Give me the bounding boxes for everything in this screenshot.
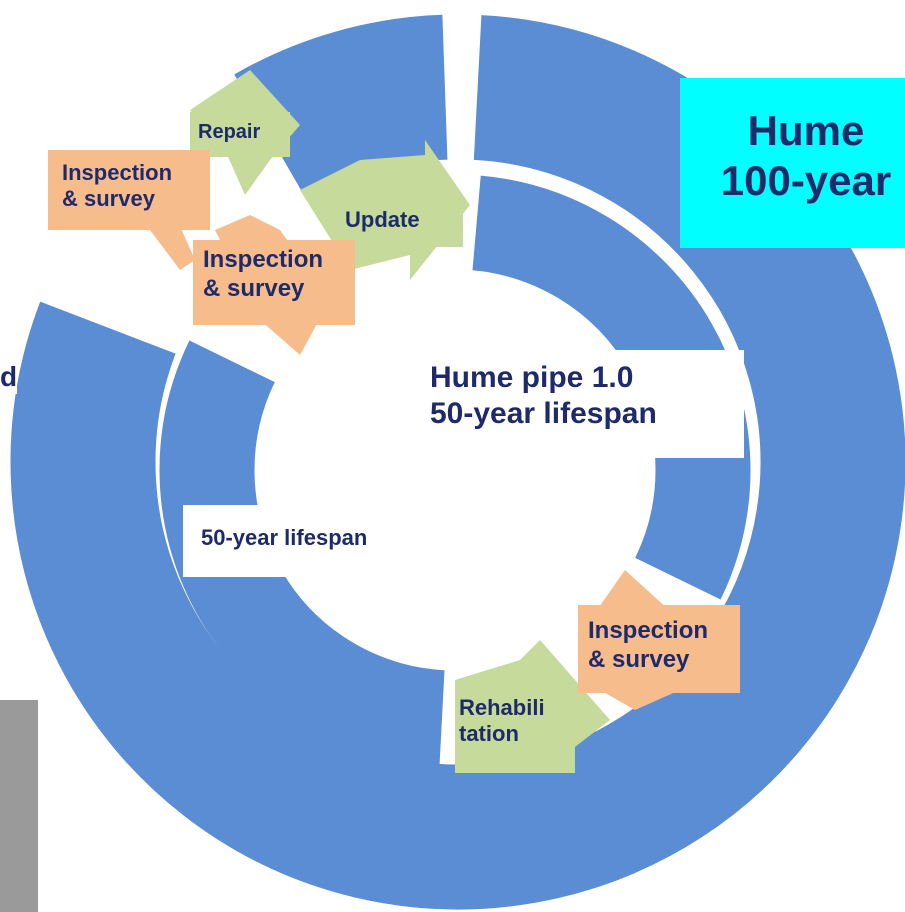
- center-line: Hume pipe 1.0: [430, 360, 744, 396]
- step-label: Inspection: [62, 160, 210, 186]
- step-label: Inspection: [203, 246, 355, 275]
- step-label: & survey: [203, 275, 355, 304]
- step-label: Update: [345, 207, 463, 233]
- step-box: 50-year lifespan: [183, 505, 398, 577]
- center-line: 50-year lifespan: [430, 396, 744, 432]
- edge-text: d: [0, 360, 17, 394]
- step-box: Inspection & survey: [48, 150, 210, 230]
- step-label: Inspection: [588, 617, 740, 646]
- center-box: Hume pipe 1.0 50-year lifespan: [418, 350, 744, 458]
- step-label: Repair: [198, 120, 290, 144]
- step-label: & survey: [588, 646, 740, 675]
- step-label: tation: [459, 721, 575, 747]
- title-line: 100-year: [692, 156, 905, 206]
- step-box: Inspection & survey: [578, 605, 740, 693]
- step-label: Rehabili: [459, 695, 575, 721]
- step-label: & survey: [62, 186, 210, 212]
- step-label: 50-year lifespan: [201, 525, 398, 551]
- step-box: Inspection & survey: [193, 240, 355, 325]
- page: d Repair Inspection & survey Update Insp…: [0, 0, 905, 912]
- photo-fragment: [0, 700, 38, 912]
- title-line: Hume: [692, 106, 905, 156]
- title-box: Hume 100-year: [680, 78, 905, 248]
- step-box: Rehabili tation: [455, 685, 575, 773]
- ring-segment: [271, 87, 445, 137]
- edge-text-label: d: [0, 360, 17, 394]
